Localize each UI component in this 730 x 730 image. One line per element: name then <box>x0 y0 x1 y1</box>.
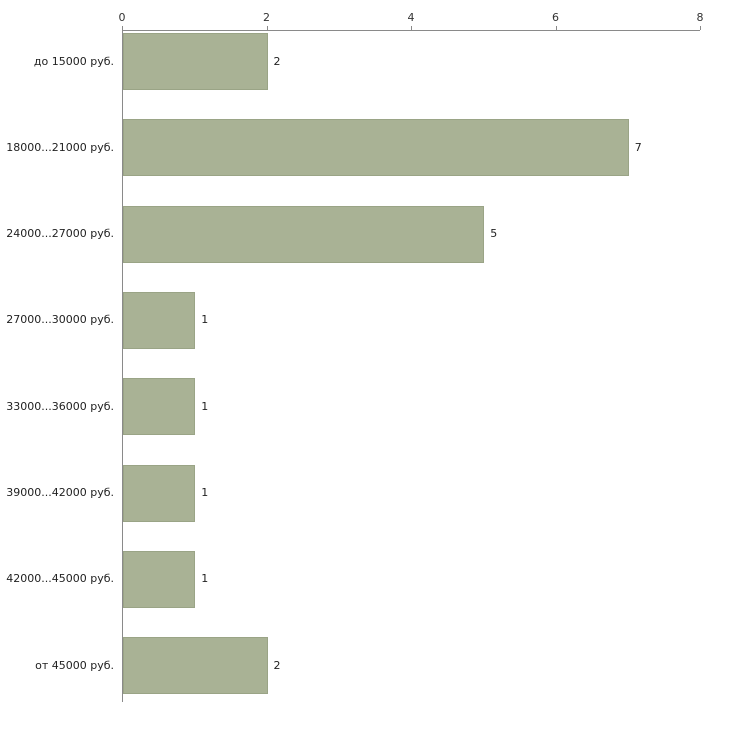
x-tick-mark <box>555 26 557 30</box>
category-label: 27000...30000 руб. <box>6 313 114 327</box>
bar-value-label: 2 <box>273 54 281 68</box>
bar-value-label: 5 <box>490 227 498 241</box>
category-label: до 15000 руб. <box>33 54 114 68</box>
bar-value-label: 7 <box>634 140 642 154</box>
bar <box>123 33 268 90</box>
category-label: 24000...27000 руб. <box>6 227 114 241</box>
bar <box>123 378 196 436</box>
plot-area: 0 2 4 6 8 2 7 5 1 1 1 1 2 <box>119 11 704 702</box>
bar <box>123 464 196 522</box>
x-tick-label: 4 <box>407 11 415 24</box>
bar-value-label: 1 <box>201 313 209 327</box>
bar <box>123 291 196 349</box>
x-tick-label: 2 <box>263 11 270 24</box>
x-tick-mark <box>411 26 412 30</box>
x-tick-label: 8 <box>696 11 704 24</box>
bar <box>123 205 485 263</box>
bar <box>123 119 629 177</box>
bar-value-label: 1 <box>201 572 209 586</box>
category-label: 33000...36000 руб. <box>6 399 114 413</box>
x-tick-mark <box>266 26 268 30</box>
category-label: от 45000 руб. <box>35 658 114 672</box>
bar-value-label: 1 <box>201 399 209 413</box>
category-label: 18000...21000 руб. <box>6 140 114 154</box>
x-tick-label: 6 <box>552 11 559 24</box>
bar <box>123 637 268 695</box>
category-label: 42000...45000 руб. <box>6 572 114 586</box>
bar-value-label: 1 <box>201 486 209 499</box>
x-tick-mark <box>122 26 123 30</box>
category-label: 39000...42000 руб. <box>6 486 114 499</box>
x-tick-mark <box>700 26 701 30</box>
x-tick-label: 0 <box>118 11 126 24</box>
bar-value-label: 2 <box>273 658 281 672</box>
bar <box>123 550 196 608</box>
y-axis-line <box>122 30 123 702</box>
x-axis-line <box>122 30 700 31</box>
